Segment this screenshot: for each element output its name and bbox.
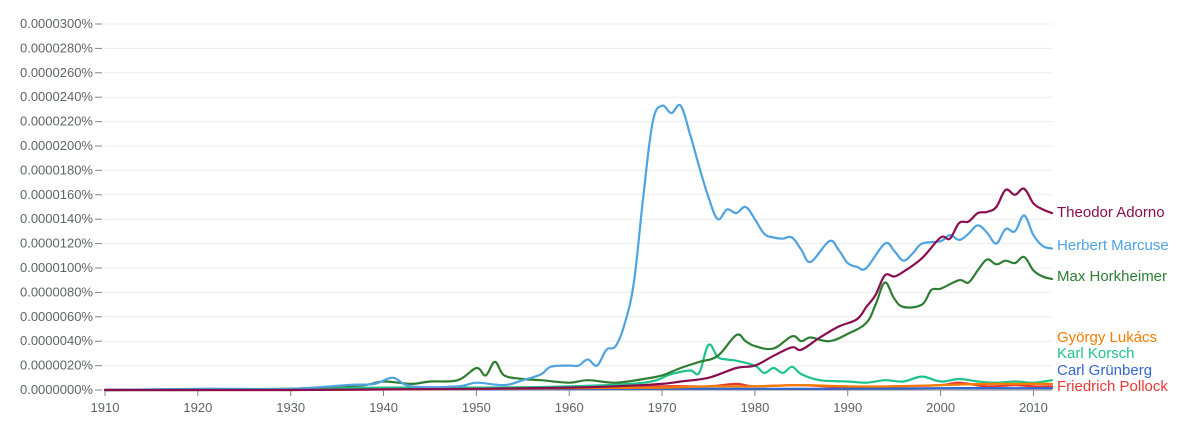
series-label-carl-grunberg[interactable]: Carl Grünberg [1057, 362, 1152, 379]
y-tick-label: 0.0000020% [20, 358, 93, 373]
series-line-herbert-marcuse[interactable] [103, 103, 1054, 392]
grid-layer [105, 23, 1052, 367]
series-label-max-horkheimer[interactable]: Max Horkheimer [1057, 268, 1167, 285]
x-tick-label: 1940 [369, 400, 398, 415]
y-tick-label: 0.0000060% [20, 309, 93, 324]
y-tick-label: 0.0000220% [20, 114, 93, 129]
y-tick-label: 0.0000140% [20, 211, 93, 226]
y-tick-label: 0.0000100% [20, 260, 93, 275]
series-layer [103, 103, 1054, 392]
x-tick-label: 1970 [648, 400, 677, 415]
y-tick-label: 0.0000040% [20, 333, 93, 348]
x-tick-label: 2010 [1019, 400, 1048, 415]
series-line-karl-korsch[interactable] [103, 343, 1054, 392]
series-label-layer: Theodor Adorno Herbert Marcuse Max Horkhei… [1057, 204, 1169, 395]
y-tick-label: 0.0000080% [20, 284, 93, 299]
axis-layer: 0.0000000% 0.0000020% 0.0000040% 0.0000060%… [20, 16, 1052, 415]
y-tick-label: 0.0000200% [20, 138, 93, 153]
x-tick-label: 1910 [91, 400, 120, 415]
x-tick-label: 1920 [183, 400, 212, 415]
x-tick-label: 1990 [833, 400, 862, 415]
y-tick-label: 0.0000280% [20, 40, 93, 55]
series-label-friedrich-pollock[interactable]: Friedrich Pollock [1057, 378, 1168, 395]
x-tick-label: 1930 [276, 400, 305, 415]
y-tick-label: 0.0000240% [20, 89, 93, 104]
y-tick-label: 0.0000120% [20, 236, 93, 251]
x-tick-label: 1960 [555, 400, 584, 415]
y-tick-label: 0.0000180% [20, 162, 93, 177]
y-tick-label: 0.0000300% [20, 16, 93, 31]
x-tick-label: 1980 [740, 400, 769, 415]
series-line-max-horkheimer[interactable] [103, 255, 1054, 392]
y-tick-label: 0.0000260% [20, 65, 93, 80]
x-tick-label: 2000 [926, 400, 955, 415]
series-line-theodor-adorno[interactable] [103, 187, 1054, 392]
series-label-karl-korsch[interactable]: Karl Korsch [1057, 345, 1135, 362]
y-tick-label: 0.0000000% [20, 382, 93, 397]
series-label-herbert-marcuse[interactable]: Herbert Marcuse [1057, 237, 1169, 254]
y-tick-label: 0.0000160% [20, 187, 93, 202]
series-label-theodor-adorno[interactable]: Theodor Adorno [1057, 204, 1165, 221]
series-label-gyorgy-lukacs[interactable]: György Lukács [1057, 329, 1157, 346]
x-tick-label: 1950 [462, 400, 491, 415]
